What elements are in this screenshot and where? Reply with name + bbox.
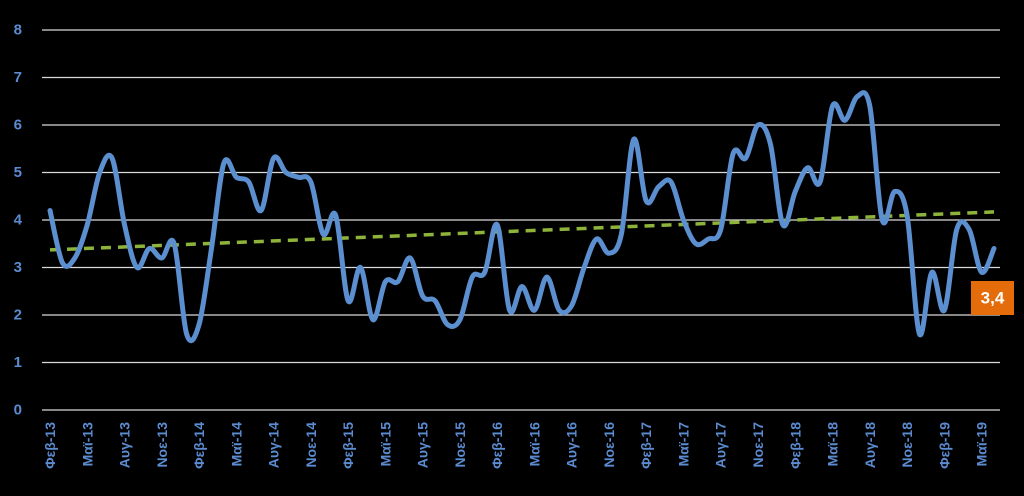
x-tick-label: Φεβ-15 [340,422,356,469]
x-tick-label: Φεβ-18 [787,422,803,469]
x-tick-label: Μαϊ-18 [825,422,841,467]
last-value-label-text: 3,4 [981,289,1005,308]
trend-line [49,210,995,252]
x-tick-label: Μαϊ-16 [526,422,542,467]
y-tick-label: 8 [14,22,22,39]
x-tick-label: Φεβ-19 [936,422,952,469]
x-tick-label: Αυγ-13 [117,422,133,468]
x-tick-label: Μαϊ-15 [377,422,393,467]
x-tick-label: Αυγ-16 [564,422,580,468]
x-tick-label: Νοε-15 [452,422,468,468]
y-tick-label: 0 [14,402,22,419]
x-tick-label: Μαϊ-13 [79,422,95,467]
x-tick-label: Νοε-13 [154,422,170,468]
y-tick-label: 3 [14,259,22,276]
x-tick-label: Αυγ-17 [713,422,729,468]
x-tick-label: Αυγ-14 [266,422,282,468]
last-value-label-box [971,281,1014,315]
x-tick-label: Αυγ-18 [862,422,878,468]
x-tick-label: Νοε-16 [601,422,617,468]
x-tick-label: Φεβ-14 [191,422,207,469]
x-tick-label: Φεβ-17 [638,422,654,469]
y-tick-label: 7 [14,69,22,86]
data-points [48,95,996,337]
y-tick-label: 6 [14,117,22,134]
x-tick-label: Φεβ-13 [42,422,58,469]
series-line [47,90,997,344]
y-tick-label: 5 [14,164,22,181]
last-value-label: 3,4 [971,281,1014,315]
x-tick-label: Φεβ-16 [489,422,505,469]
x-tick-label: Μαϊ-17 [675,422,691,467]
x-tick-label: Νοε-14 [303,422,319,468]
y-tick-label: 1 [14,354,22,371]
x-tick-label: Μαϊ-14 [228,422,244,467]
x-tick-label: Μαϊ-19 [974,422,990,467]
x-tick-label: Νοε-18 [899,422,915,468]
y-tick-label: 2 [14,307,22,324]
gridlines [42,29,1000,411]
y-axis-ticks: 0 1 2 3 4 5 6 7 8 [14,22,23,419]
y-tick-label: 4 [14,212,23,229]
x-tick-label: Αυγ-15 [415,422,431,468]
x-tick-label: Νοε-17 [750,422,766,468]
x-axis-ticks: Φεβ-13 Μαϊ-13 Αυγ-13 Νοε-13 Φεβ-14 Μαϊ-14 Αυγ-… [42,422,990,469]
